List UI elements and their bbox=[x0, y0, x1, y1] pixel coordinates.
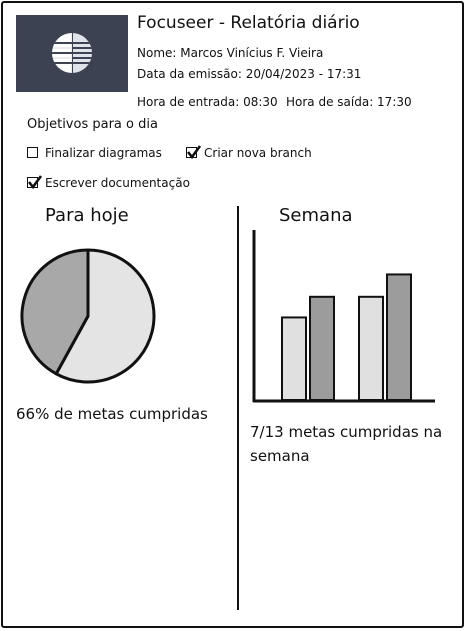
objective-checkbox-2[interactable] bbox=[186, 145, 202, 160]
entry-time: Hora de entrada: 08:30 bbox=[137, 95, 278, 109]
week-heading: Semana bbox=[279, 205, 353, 226]
today-pie-chart bbox=[20, 248, 156, 384]
objective-label-2: Criar nova branch bbox=[204, 146, 312, 160]
week-bar-chart bbox=[252, 230, 435, 403]
week-summary: 7/13 metas cumpridas na semana bbox=[250, 423, 443, 465]
employee-name: Nome: Marcos Vinícius F. Vieira bbox=[137, 46, 324, 60]
objective-label-3: Escrever documentação bbox=[45, 176, 190, 190]
objective-checkbox-3[interactable] bbox=[27, 175, 43, 190]
report-title: Focuseer - Relatória diário bbox=[137, 13, 360, 33]
bar-2-1 bbox=[358, 295, 384, 401]
section-divider bbox=[237, 206, 239, 610]
objectives-heading: Objetivos para o dia bbox=[27, 117, 158, 132]
today-heading: Para hoje bbox=[45, 205, 129, 226]
pie-slice-1 bbox=[54, 248, 156, 384]
checkmark-icon bbox=[27, 175, 43, 190]
issue-date: Data da emissão: 20/04/2023 - 17:31 bbox=[137, 67, 362, 81]
bar-1-2 bbox=[309, 295, 335, 401]
bar-1-1 bbox=[281, 316, 307, 401]
globe-icon bbox=[52, 33, 92, 73]
today-summary: 66% de metas cumpridas bbox=[16, 405, 208, 423]
bar-2-2 bbox=[386, 273, 412, 401]
exit-time: Hora de saída: 17:30 bbox=[286, 95, 412, 109]
logo bbox=[16, 15, 128, 92]
objective-label-1: Finalizar diagramas bbox=[45, 146, 162, 160]
checkmark-icon bbox=[186, 145, 202, 160]
pie-slice-2 bbox=[20, 248, 90, 376]
objective-checkbox-1[interactable] bbox=[27, 147, 38, 158]
